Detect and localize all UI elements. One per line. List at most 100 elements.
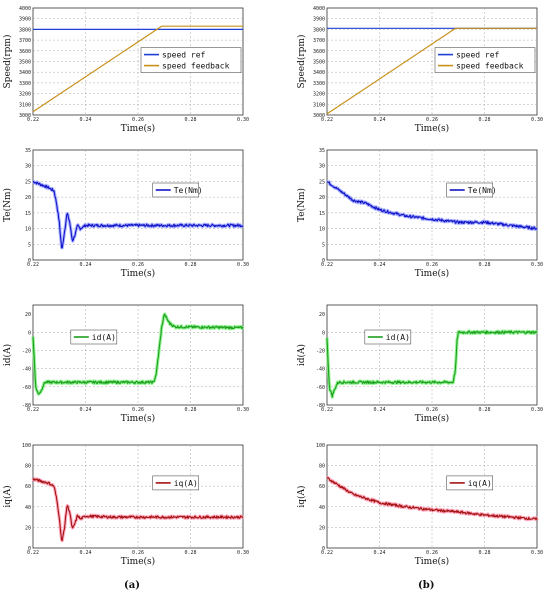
x-tick-label: 0.30: [531, 117, 543, 123]
chart-b-speed: 0.22 0.24 0.26 0.28 0.30 3000 3100 3200 3300 3400…: [296, 6, 543, 134]
y-tick-label: 10: [319, 227, 325, 233]
x-tick-label: 0.26: [426, 262, 438, 268]
y-tick-label: 20: [319, 312, 325, 318]
x-tick-label: 0.24: [373, 262, 385, 268]
x-tick-label: 0.24: [79, 407, 91, 413]
y-tick-label: 4000: [313, 6, 325, 12]
y-tick-label: 20: [25, 195, 31, 201]
y-tick-label: 3100: [313, 102, 325, 108]
y-tick-label: 3500: [313, 60, 325, 66]
y-axis-label: iq(A): [2, 485, 13, 507]
y-tick-label: 20: [319, 525, 325, 531]
y-axis-label: Speed(rpm): [2, 35, 13, 89]
y-axis-label: iq(A): [296, 485, 307, 507]
panel-label-a: (a): [124, 580, 140, 591]
x-tick-label: 0.30: [237, 407, 249, 413]
chart-a-speed: 0.22 0.24 0.26 0.28 0.30 3000 3100 3200 3300 3400…: [2, 6, 249, 134]
x-tick-label: 0.24: [373, 407, 385, 413]
x-tick-label: 0.26: [426, 550, 438, 556]
y-tick-label: 0: [322, 546, 325, 552]
y-tick-label: 3900: [313, 17, 325, 23]
plot-frame: [32, 149, 244, 261]
x-axis-label: Time(s): [121, 413, 155, 424]
x-tick-label: 0.28: [478, 407, 490, 413]
plot-frame: [326, 149, 538, 261]
y-tick-label: 3700: [19, 38, 31, 44]
x-tick-label: 0.28: [478, 117, 490, 123]
legend-box: [152, 475, 199, 491]
y-tick-label: 0: [28, 330, 31, 336]
y-tick-label: 3500: [19, 60, 31, 66]
legend-label: iq(A): [468, 479, 492, 488]
y-tick-label: 35: [319, 148, 325, 154]
y-tick-label: 80: [319, 464, 325, 470]
y-tick-label: 3800: [19, 27, 31, 33]
x-tick-label: 0.22: [27, 262, 39, 268]
legend-box: [140, 47, 242, 73]
legend-label: Te(Nm): [174, 186, 203, 195]
y-tick-label: 20: [25, 525, 31, 531]
x-tick-label: 0.30: [531, 262, 543, 268]
legend-label: speed feedback: [456, 62, 524, 71]
x-tick-label: 0.30: [237, 117, 249, 123]
x-tick-label: 0.26: [426, 117, 438, 123]
legend-box: [70, 329, 118, 345]
series-line: [32, 313, 244, 395]
y-tick-label: 25: [25, 179, 31, 185]
legend-box: [364, 329, 412, 345]
y-tick-label: 3600: [19, 49, 31, 55]
x-tick-label: 0.30: [531, 550, 543, 556]
x-tick-label: 0.28: [184, 407, 196, 413]
y-tick-label: 3100: [19, 102, 31, 108]
y-tick-label: 3600: [313, 49, 325, 55]
y-axis-label: id(A): [2, 344, 13, 366]
legend-label: id(A): [92, 333, 116, 342]
legend-box: [446, 182, 494, 198]
y-tick-label: 80: [25, 464, 31, 470]
y-tick-label: -20: [316, 348, 325, 354]
series-line: [33, 180, 244, 249]
series-line: [326, 27, 537, 115]
x-tick-label: 0.30: [237, 550, 249, 556]
y-tick-label: 0: [322, 258, 325, 264]
legend-box: [434, 47, 536, 73]
x-axis-label: Time(s): [415, 556, 449, 567]
legend-box: [152, 182, 199, 198]
y-tick-label: -60: [22, 385, 31, 391]
y-tick-label: 10: [25, 227, 31, 233]
y-tick-label: 5: [322, 242, 325, 248]
x-tick-label: 0.24: [79, 550, 91, 556]
x-tick-label: 0.24: [373, 550, 385, 556]
y-tick-label: 20: [25, 312, 31, 318]
x-tick-label: 0.22: [27, 550, 39, 556]
y-tick-label: 0: [28, 258, 31, 264]
series-line: [326, 181, 538, 230]
y-tick-label: 20: [319, 195, 325, 201]
chart-b-id: 0.22 0.24 0.26 0.28 0.30 -80 -60 -40 -20 0 20 Time(…: [296, 304, 543, 424]
x-axis-label: Time(s): [121, 123, 155, 134]
y-tick-label: 3400: [313, 70, 325, 76]
x-tick-label: 0.24: [79, 262, 91, 268]
legend-box: [446, 475, 494, 491]
y-tick-label: 0: [322, 330, 325, 336]
x-tick-label: 0.22: [321, 117, 333, 123]
chart-a-iq: 0.22 0.24 0.26 0.28 0.30 0 20 40 60 80 100 Time(s) i…: [2, 443, 249, 567]
x-tick-label: 0.28: [184, 550, 196, 556]
y-tick-label: 3200: [313, 92, 325, 98]
y-tick-label: -40: [22, 367, 31, 373]
y-axis-label: Te(Nm): [2, 188, 13, 222]
y-tick-label: -40: [316, 367, 325, 373]
legend-label: speed ref: [162, 51, 206, 60]
x-axis-label: Time(s): [415, 413, 449, 424]
y-tick-label: 100: [22, 443, 31, 449]
x-axis-label: Time(s): [121, 556, 155, 567]
y-tick-label: 15: [319, 211, 325, 217]
x-tick-label: 0.26: [132, 117, 144, 123]
x-tick-label: 0.22: [27, 407, 39, 413]
y-tick-label: 15: [25, 211, 31, 217]
chart-a-te: 0.22 0.24 0.26 0.28 0.30 0 5 10 15 20 25 30 35 Time(s…: [2, 148, 249, 279]
y-tick-label: 35: [25, 148, 31, 154]
x-tick-label: 0.28: [478, 262, 490, 268]
y-tick-label: 100: [316, 443, 325, 449]
x-tick-label: 0.22: [321, 550, 333, 556]
